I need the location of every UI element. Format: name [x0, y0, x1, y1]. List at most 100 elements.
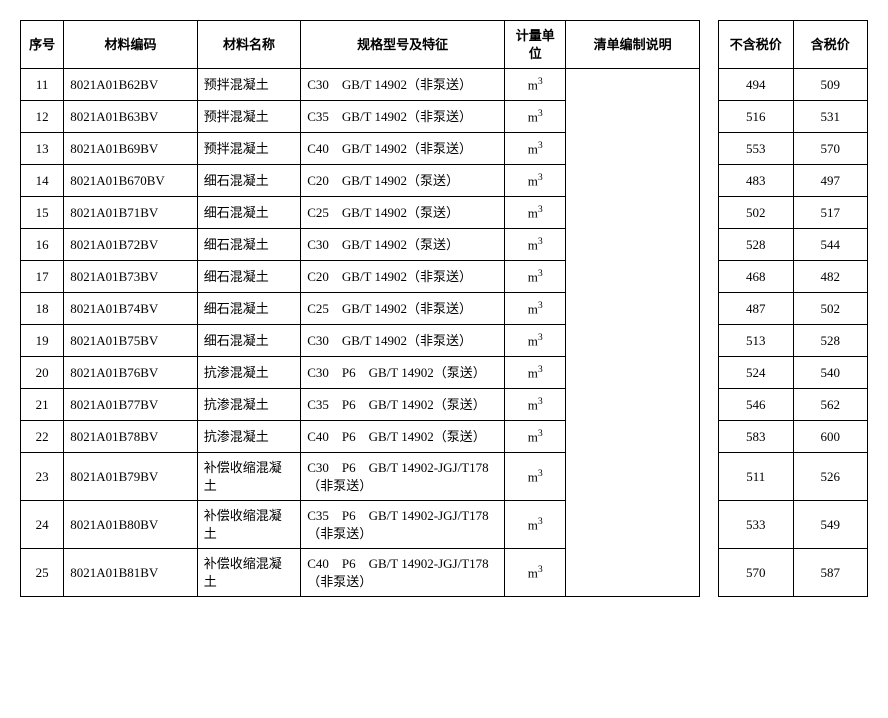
price-row: 468482 [719, 261, 868, 293]
price-row: 528544 [719, 229, 868, 261]
cell-seq: 25 [21, 549, 64, 597]
cell-name: 细石混凝土 [197, 325, 300, 357]
cell-spec: C30 GB/T 14902（非泵送） [301, 69, 505, 101]
cell-price-in: 562 [793, 389, 868, 421]
cell-price-in: 526 [793, 453, 868, 501]
cell-price-ex: 524 [719, 357, 794, 389]
cell-seq: 20 [21, 357, 64, 389]
price-row: 516531 [719, 101, 868, 133]
col-price-ex-header: 不含税价 [719, 21, 794, 69]
cell-seq: 17 [21, 261, 64, 293]
cell-code: 8021A01B69BV [64, 133, 198, 165]
cell-price-in: 528 [793, 325, 868, 357]
cell-unit: m3 [505, 325, 566, 357]
cell-spec: C30 GB/T 14902（泵送） [301, 229, 505, 261]
cell-seq: 24 [21, 501, 64, 549]
cell-name: 抗渗混凝土 [197, 389, 300, 421]
price-header-row: 不含税价 含税价 [719, 21, 868, 69]
cell-price-ex: 487 [719, 293, 794, 325]
cell-unit: m3 [505, 165, 566, 197]
cell-price-ex: 528 [719, 229, 794, 261]
cell-name: 预拌混凝土 [197, 133, 300, 165]
cell-spec: C20 GB/T 14902（非泵送） [301, 261, 505, 293]
cell-spec: C35 GB/T 14902（非泵送） [301, 101, 505, 133]
cell-name: 细石混凝土 [197, 165, 300, 197]
col-spec-header: 规格型号及特征 [301, 21, 505, 69]
cell-name: 补偿收缩混凝土 [197, 549, 300, 597]
price-row: 513528 [719, 325, 868, 357]
cell-price-in: 509 [793, 69, 868, 101]
cell-name: 预拌混凝土 [197, 101, 300, 133]
cell-note-merged [566, 69, 700, 597]
cell-price-in: 502 [793, 293, 868, 325]
cell-unit: m3 [505, 69, 566, 101]
cell-spec: C30 P6 GB/T 14902-JGJ/T178（非泵送） [301, 453, 505, 501]
cell-unit: m3 [505, 389, 566, 421]
cell-code: 8021A01B73BV [64, 261, 198, 293]
materials-table-main: 序号 材料编码 材料名称 规格型号及特征 计量单位 清单编制说明 118021A… [20, 20, 700, 597]
cell-code: 8021A01B62BV [64, 69, 198, 101]
cell-price-ex: 546 [719, 389, 794, 421]
cell-price-in: 549 [793, 501, 868, 549]
cell-name: 补偿收缩混凝土 [197, 453, 300, 501]
cell-spec: C30 P6 GB/T 14902（泵送） [301, 357, 505, 389]
cell-code: 8021A01B71BV [64, 197, 198, 229]
cell-price-in: 482 [793, 261, 868, 293]
price-row: 487502 [719, 293, 868, 325]
price-row: 546562 [719, 389, 868, 421]
cell-price-in: 517 [793, 197, 868, 229]
cell-name: 细石混凝土 [197, 229, 300, 261]
cell-code: 8021A01B63BV [64, 101, 198, 133]
cell-spec: C40 P6 GB/T 14902（泵送） [301, 421, 505, 453]
cell-seq: 22 [21, 421, 64, 453]
cell-price-ex: 511 [719, 453, 794, 501]
price-row: 494509 [719, 69, 868, 101]
cell-price-in: 497 [793, 165, 868, 197]
cell-price-in: 587 [793, 549, 868, 597]
cell-spec: C40 P6 GB/T 14902-JGJ/T178（非泵送） [301, 549, 505, 597]
cell-seq: 18 [21, 293, 64, 325]
cell-seq: 19 [21, 325, 64, 357]
cell-price-ex: 494 [719, 69, 794, 101]
cell-unit: m3 [505, 421, 566, 453]
materials-table-price: 不含税价 含税价 4945095165315535704834975025175… [718, 20, 868, 597]
cell-price-in: 544 [793, 229, 868, 261]
cell-name: 细石混凝土 [197, 293, 300, 325]
cell-code: 8021A01B81BV [64, 549, 198, 597]
col-code-header: 材料编码 [64, 21, 198, 69]
cell-unit: m3 [505, 197, 566, 229]
cell-name: 抗渗混凝土 [197, 357, 300, 389]
price-row: 533549 [719, 501, 868, 549]
cell-spec: C25 GB/T 14902（非泵送） [301, 293, 505, 325]
cell-price-in: 570 [793, 133, 868, 165]
cell-price-ex: 468 [719, 261, 794, 293]
cell-price-ex: 533 [719, 501, 794, 549]
price-row: 524540 [719, 357, 868, 389]
page-wrapper: 序号 材料编码 材料名称 规格型号及特征 计量单位 清单编制说明 118021A… [20, 20, 868, 597]
cell-unit: m3 [505, 453, 566, 501]
cell-price-in: 600 [793, 421, 868, 453]
cell-seq: 13 [21, 133, 64, 165]
cell-spec: C40 GB/T 14902（非泵送） [301, 133, 505, 165]
cell-seq: 11 [21, 69, 64, 101]
cell-spec: C35 P6 GB/T 14902（泵送） [301, 389, 505, 421]
cell-code: 8021A01B75BV [64, 325, 198, 357]
cell-unit: m3 [505, 549, 566, 597]
cell-price-ex: 516 [719, 101, 794, 133]
cell-code: 8021A01B77BV [64, 389, 198, 421]
cell-price-ex: 570 [719, 549, 794, 597]
cell-spec: C35 P6 GB/T 14902-JGJ/T178（非泵送） [301, 501, 505, 549]
cell-unit: m3 [505, 133, 566, 165]
cell-seq: 21 [21, 389, 64, 421]
cell-name: 细石混凝土 [197, 261, 300, 293]
cell-unit: m3 [505, 229, 566, 261]
cell-seq: 14 [21, 165, 64, 197]
cell-unit: m3 [505, 261, 566, 293]
col-name-header: 材料名称 [197, 21, 300, 69]
header-row: 序号 材料编码 材料名称 规格型号及特征 计量单位 清单编制说明 [21, 21, 700, 69]
cell-code: 8021A01B76BV [64, 357, 198, 389]
cell-unit: m3 [505, 357, 566, 389]
price-row: 553570 [719, 133, 868, 165]
materials-tbody-price: 4945095165315535704834975025175285444684… [719, 69, 868, 597]
cell-seq: 16 [21, 229, 64, 261]
